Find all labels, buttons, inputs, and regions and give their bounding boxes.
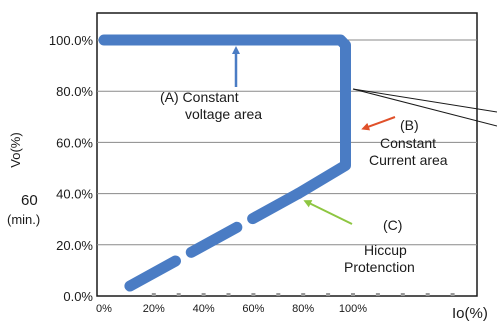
y-tick-label: 20.0% [56,238,93,253]
x-tick-mark [151,293,156,296]
x-tick-mark [450,293,455,296]
x-tick-mark [425,293,430,296]
x-tick-label: 60% [242,303,264,315]
reference-line-1 [352,88,497,113]
annotation-a-line-1: (A) Constant [160,89,239,105]
y-extra-label-value: 60 [21,192,38,209]
series-hiccup-line [111,188,304,299]
annotation-b-line-2: Constant [380,135,436,151]
annotation-c-line-3: Protenction [344,259,415,275]
annotation-a: (A) Constant voltage area [160,46,262,122]
y-tick-label: 60.0% [56,135,93,150]
y-extra-label-sub: (min.) [7,212,40,227]
y-tick-label: 40.0% [56,187,93,202]
x-tick-mark [176,293,181,296]
x-tick-mark [251,293,256,296]
x-tick-label: 20% [143,303,165,315]
x-tick-mark [375,293,380,296]
x-tick-label: 0% [96,303,112,315]
x-tick-mark [226,293,231,296]
x-tick-mark [276,293,281,296]
annotation-a-line-2: voltage area [185,106,262,122]
y-tick-label: 80.0% [56,84,93,99]
annotation-c-line-1: (C) [383,217,402,233]
annotation-c: (C) Hiccup Protenction [303,200,415,275]
annotation-c-line-2: Hiccup [364,242,407,258]
y-axis-label: Vo(%) [8,132,23,167]
y-tick-label: 100.0% [49,33,94,48]
series-main-line [98,34,351,200]
plot-frame [96,12,478,297]
annotation-c-arrow [303,200,353,225]
x-tick-mark [351,293,355,296]
y-tick-label: 0.0% [63,289,93,304]
x-tick-mark [400,293,405,296]
x-axis-label: Io(%) [452,305,488,322]
reference-line-2 [352,88,497,127]
x-tick-mark [201,293,206,296]
x-tick-label: 100% [339,303,367,315]
x-tick-label: 80% [292,303,314,315]
annotation-b-line-1: (B) [400,117,419,133]
x-tick-mark [301,293,306,296]
annotation-b-line-3: Current area [369,152,448,168]
x-tick-label: 40% [193,303,215,315]
annotation-b-arrow [361,116,396,131]
annotation-b: (B) Constant Current area [361,116,448,168]
x-tick-mark [326,293,331,296]
